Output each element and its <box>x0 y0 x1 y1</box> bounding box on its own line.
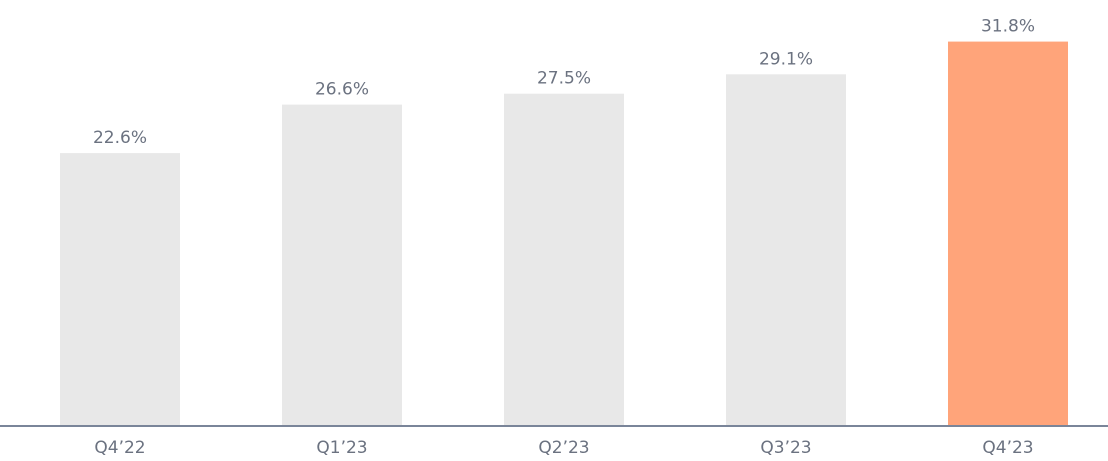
value-label: 27.5% <box>537 69 591 89</box>
x-tick-label: Q4’23 <box>982 438 1033 458</box>
bar <box>502 91 626 427</box>
bar <box>280 102 404 427</box>
x-tick-label: Q4’22 <box>94 438 145 458</box>
bar <box>58 151 182 427</box>
bar <box>946 39 1070 427</box>
value-label: 26.6% <box>315 80 369 100</box>
x-tick-label: Q2’23 <box>538 438 589 458</box>
bar <box>724 72 848 427</box>
value-label: 22.6% <box>93 128 147 148</box>
value-label: 29.1% <box>759 49 813 69</box>
x-tick-label: Q3’23 <box>760 438 811 458</box>
x-tick-label: Q1’23 <box>316 438 367 458</box>
value-label: 31.8% <box>981 17 1035 37</box>
